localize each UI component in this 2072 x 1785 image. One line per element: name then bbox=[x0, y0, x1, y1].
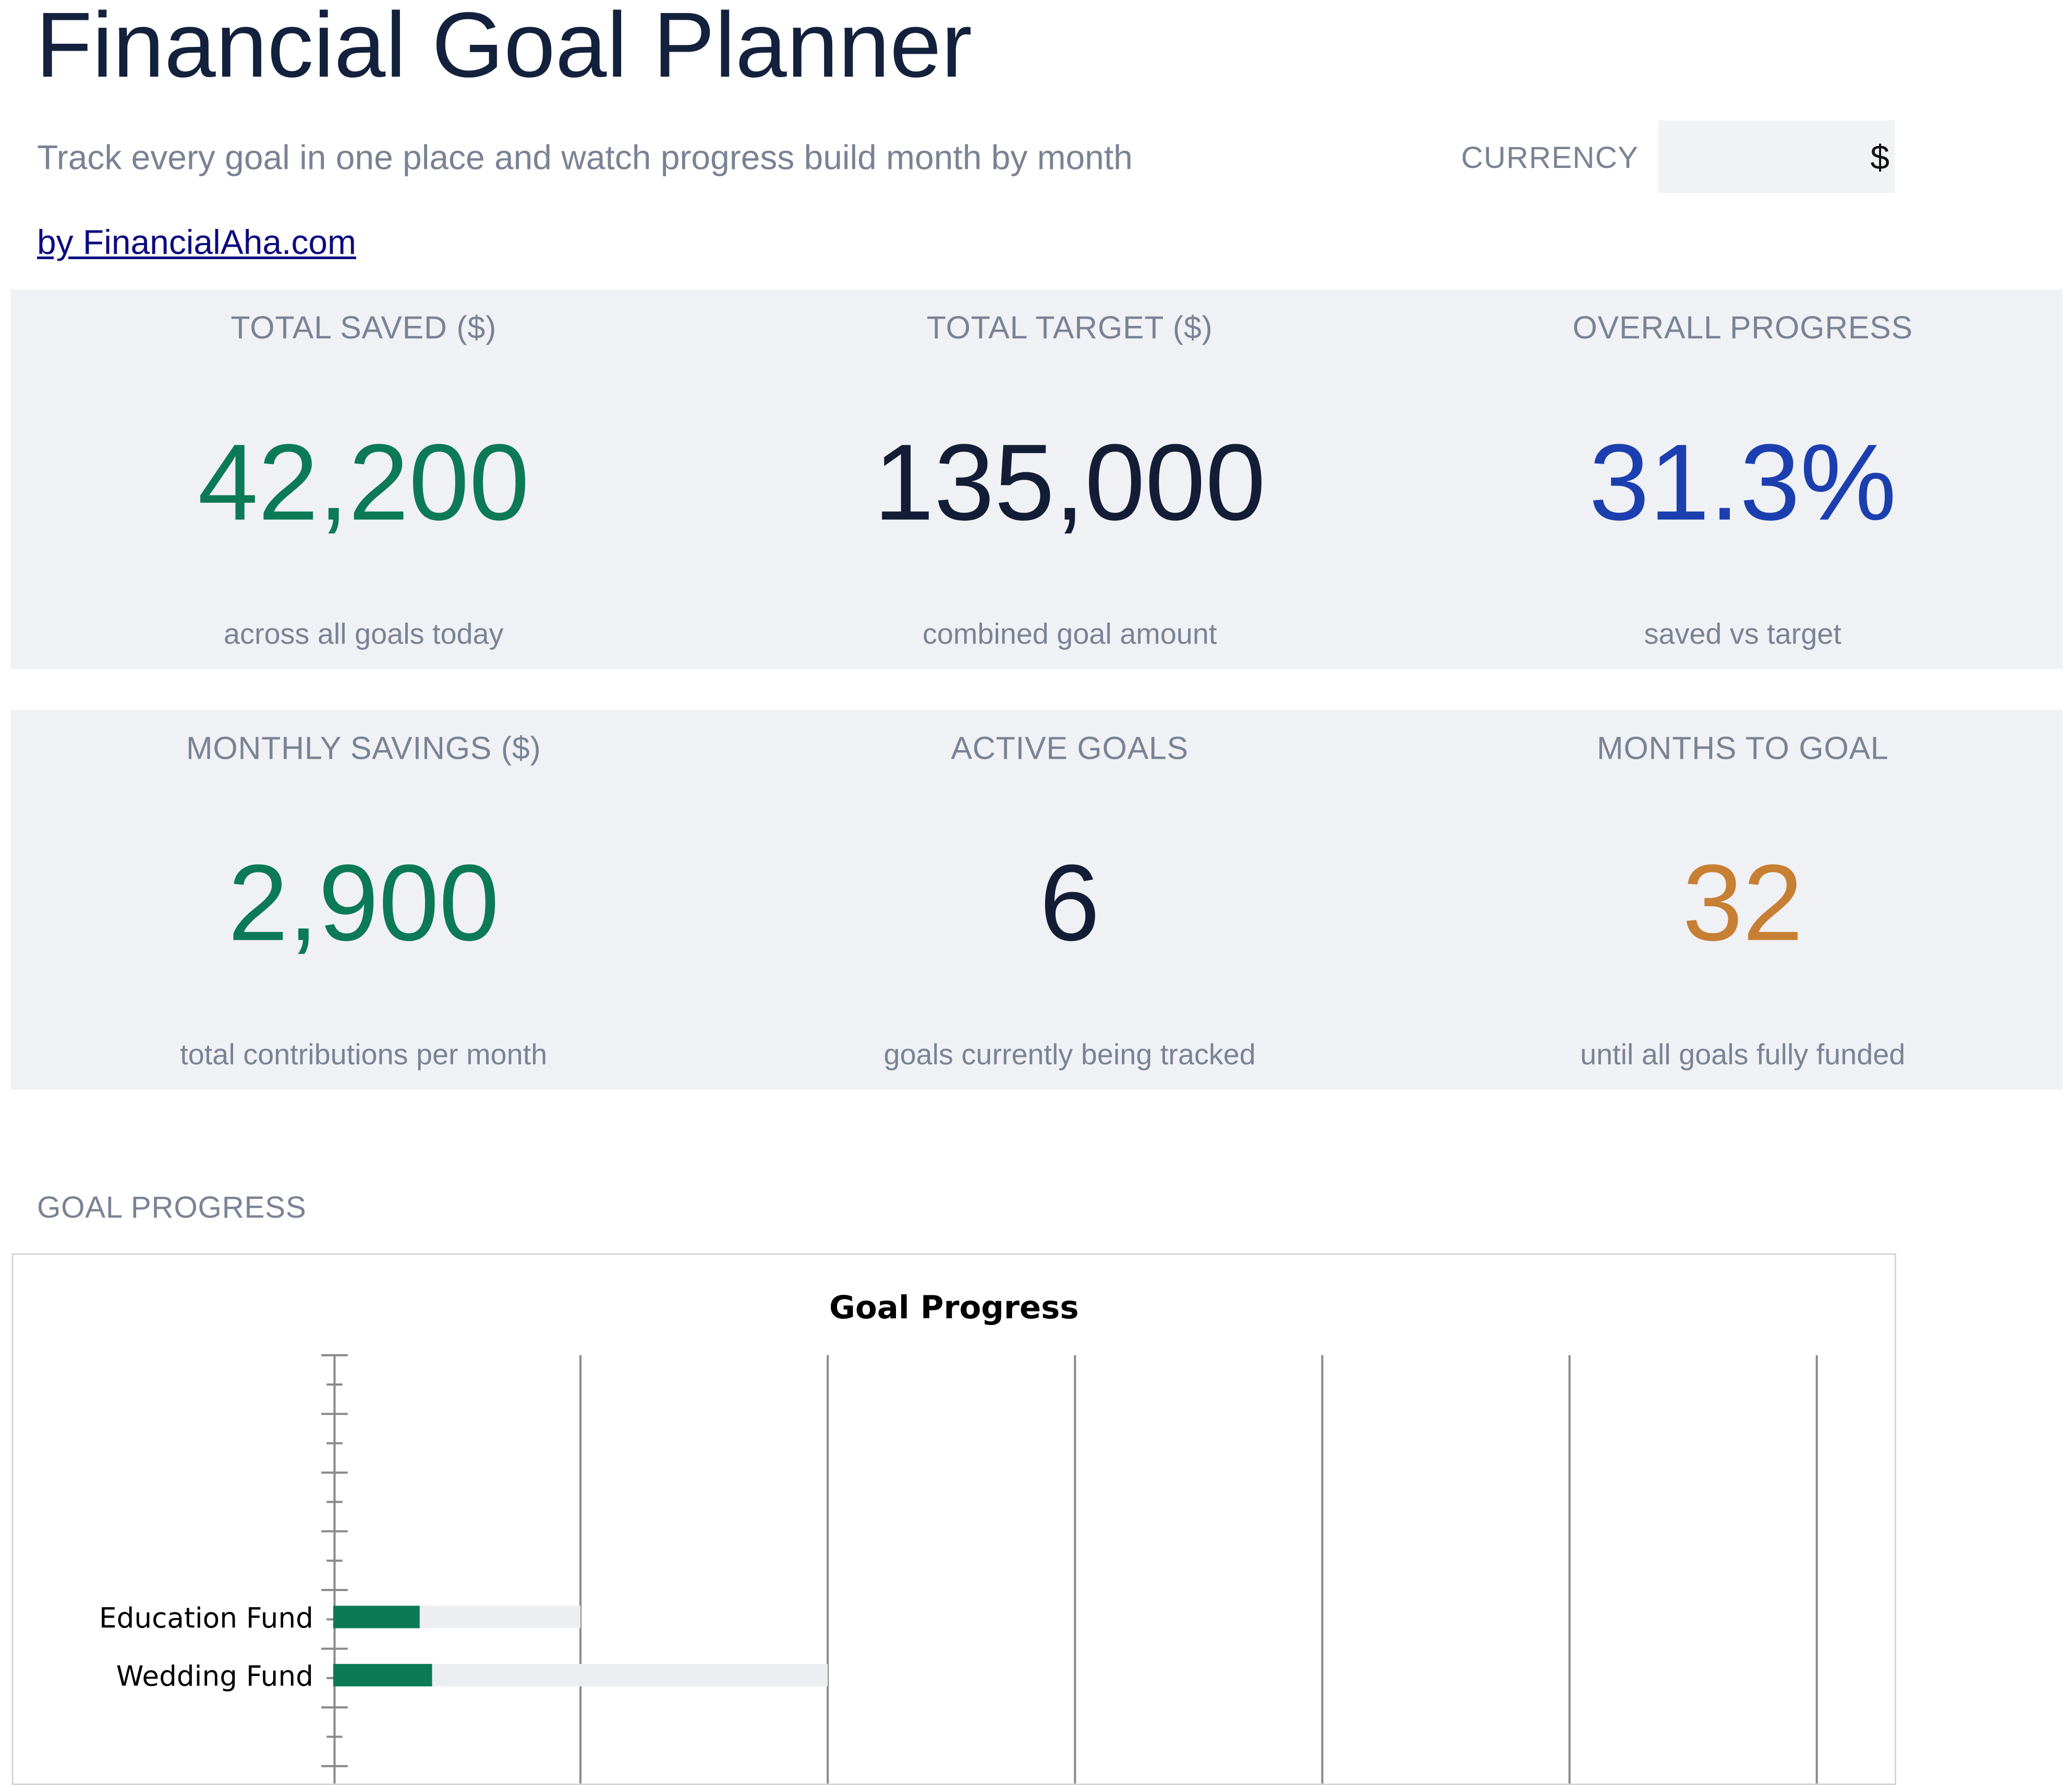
page-subtitle: Track every goal in one place and watch … bbox=[37, 137, 1133, 177]
currency-input[interactable]: $ bbox=[1658, 120, 1895, 193]
chart-svg: Education Fund Wedding Fund bbox=[99, 1354, 1818, 1784]
kpi-label: ACTIVE GOALS bbox=[951, 731, 1189, 767]
category-label: Wedding Fund bbox=[116, 1660, 313, 1693]
kpi-label: MONTHS TO GOAL bbox=[1596, 731, 1889, 767]
bar-remaining bbox=[432, 1663, 828, 1686]
kpi-value: 42,200 bbox=[198, 423, 530, 544]
kpi-label: TOTAL SAVED ($) bbox=[231, 310, 497, 347]
kpi-subtext: total contributions per month bbox=[180, 1038, 548, 1071]
kpi-months-to-goal: MONTHS TO GOAL 32 until all goals fully … bbox=[1423, 710, 2063, 1090]
currency-value[interactable]: $ bbox=[1870, 137, 1890, 177]
byline-link[interactable]: by FinancialAha.com bbox=[37, 222, 356, 262]
kpi-value: 31.3% bbox=[1589, 423, 1897, 544]
kpi-label: MONTHLY SAVINGS ($) bbox=[186, 731, 541, 767]
page-title: Financial Goal Planner bbox=[35, 0, 972, 97]
bar-remaining bbox=[419, 1606, 581, 1629]
kpi-overall-progress: OVERALL PROGRESS 31.3% saved vs target bbox=[1423, 289, 2063, 669]
kpi-subtext: across all goals today bbox=[224, 617, 504, 651]
kpi-label: TOTAL TARGET ($) bbox=[926, 310, 1213, 347]
category-label: Education Fund bbox=[99, 1602, 313, 1634]
kpi-row-top: TOTAL SAVED ($) 42,200 across all goals … bbox=[10, 289, 2063, 669]
kpi-active-goals: ACTIVE GOALS 6 goals currently being tra… bbox=[717, 710, 1423, 1090]
kpi-value: 32 bbox=[1682, 843, 1803, 964]
kpi-total-target: TOTAL TARGET ($) 135,000 combined goal a… bbox=[717, 289, 1423, 669]
kpi-subtext: goals currently being tracked bbox=[883, 1038, 1256, 1071]
chart-title: Goal Progress bbox=[829, 1289, 1079, 1327]
bar-saved bbox=[333, 1663, 432, 1686]
kpi-subtext: combined goal amount bbox=[922, 617, 1217, 651]
kpi-value: 2,900 bbox=[228, 843, 500, 964]
kpi-label: OVERALL PROGRESS bbox=[1572, 310, 1913, 347]
kpi-value: 135,000 bbox=[874, 423, 1266, 544]
goal-progress-chart[interactable]: Goal Progress Education Fund Wedding Fund bbox=[11, 1253, 1896, 1785]
kpi-subtext: until all goals fully funded bbox=[1580, 1038, 1906, 1071]
currency-label: CURRENCY bbox=[1461, 140, 1639, 175]
kpi-monthly-savings: MONTHLY SAVINGS ($) 2,900 total contribu… bbox=[10, 710, 717, 1090]
page: Financial Goal Planner Track every goal … bbox=[10, 0, 2063, 1785]
kpi-value: 6 bbox=[1039, 843, 1100, 964]
section-heading-goal-progress: GOAL PROGRESS bbox=[37, 1189, 307, 1224]
kpi-subtext: saved vs target bbox=[1644, 617, 1841, 651]
kpi-total-saved: TOTAL SAVED ($) 42,200 across all goals … bbox=[10, 289, 717, 669]
bar-saved bbox=[333, 1606, 420, 1629]
kpi-row-bottom: MONTHLY SAVINGS ($) 2,900 total contribu… bbox=[10, 710, 2063, 1090]
